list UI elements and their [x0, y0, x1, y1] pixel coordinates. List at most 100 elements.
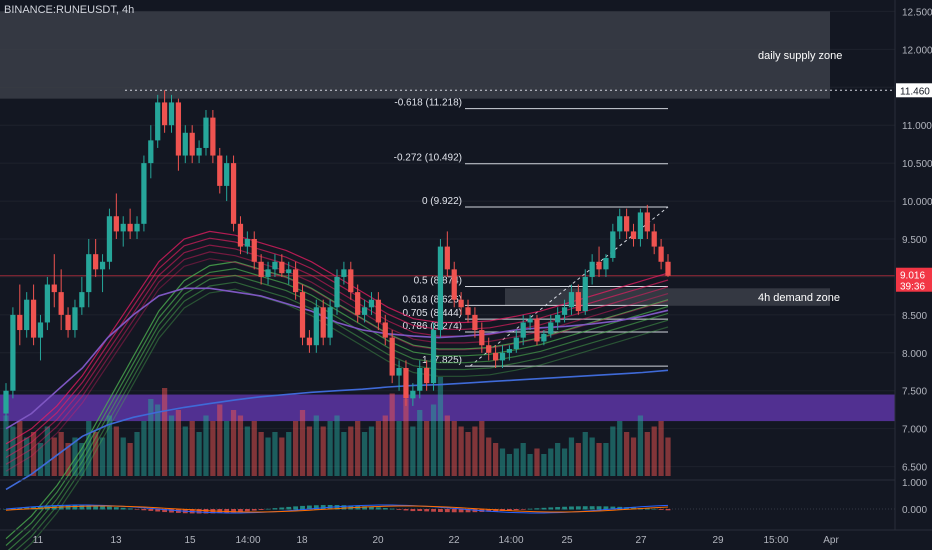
macd-tick-label: 0.000 [902, 505, 927, 516]
candle-body [327, 307, 333, 338]
candle [548, 314, 554, 338]
fib-label: -0.272 (10.492) [394, 153, 462, 164]
candle-body [210, 117, 216, 156]
candle-body [299, 292, 306, 338]
volume-bar [79, 443, 85, 476]
candle [451, 261, 457, 308]
candle-body [237, 223, 244, 247]
candle [424, 360, 430, 391]
candle [555, 307, 561, 331]
macd-bar [107, 506, 112, 510]
macd-bar [155, 509, 161, 512]
candle [561, 299, 568, 323]
volume-bar [444, 415, 450, 476]
candle [499, 345, 506, 368]
time-tick-label: Apr [823, 535, 839, 546]
candle [175, 98, 182, 171]
macd-bar [113, 507, 119, 510]
candle [148, 125, 154, 179]
fib-label: -0.618 (11.218) [394, 98, 462, 109]
candle-body [251, 239, 257, 262]
candle-body [320, 307, 326, 338]
macd-bar [569, 506, 574, 510]
volume-bar [458, 426, 464, 476]
candle [403, 360, 409, 406]
candle-body [10, 314, 16, 391]
price-tick-label: 9.500 [902, 235, 927, 246]
candle-body [72, 307, 78, 331]
volume-bar [437, 377, 444, 476]
level-marker-label: 11.460 [900, 86, 930, 97]
candle-body [30, 299, 37, 338]
macd-bar [458, 509, 464, 513]
volume-bar [424, 421, 430, 476]
candle-body [134, 223, 140, 232]
macd-bar [369, 506, 374, 510]
candle [196, 140, 202, 164]
level-marker-badge [896, 83, 932, 98]
macd-tick-label: 1.000 [902, 478, 927, 489]
volume-bar [341, 432, 347, 476]
candle-body [141, 163, 147, 224]
macd-bar [244, 509, 250, 512]
candle [637, 208, 644, 247]
candle-body [444, 246, 450, 270]
candle [244, 231, 250, 255]
candle [168, 94, 175, 133]
moving-average-line [5, 369, 669, 491]
price-tick-label: 7.500 [902, 387, 927, 398]
candle-body [506, 349, 513, 353]
macd-bar [465, 509, 471, 513]
candle-body [382, 322, 388, 338]
volume-bar [3, 415, 9, 476]
candle-body [120, 223, 126, 232]
candle [458, 292, 464, 315]
volume-bar [368, 426, 375, 476]
volume-bar [610, 426, 616, 476]
candle-body [437, 246, 444, 331]
macd-bar [224, 509, 230, 513]
candle [389, 330, 395, 384]
candle-body [499, 352, 506, 361]
candle [568, 284, 575, 315]
candle-body [203, 117, 209, 148]
candle-body [492, 352, 499, 361]
candle-body [106, 216, 113, 262]
macd-bar [341, 505, 347, 510]
candle [237, 216, 244, 255]
candle [651, 223, 657, 255]
volume-bar [410, 426, 416, 476]
price-tick-label: 8.000 [902, 349, 927, 360]
candle [410, 383, 416, 406]
candle [24, 292, 30, 338]
candle-body [368, 299, 375, 308]
candle [86, 239, 92, 308]
macd-bar [162, 509, 168, 513]
candle [596, 246, 602, 277]
volume-bar [182, 426, 188, 476]
candle-body [630, 231, 637, 239]
volume-bar [658, 421, 664, 476]
candle-body [451, 269, 457, 300]
volume-bar [630, 437, 637, 476]
macd-bar [424, 509, 430, 512]
macd-bar [238, 509, 243, 512]
volume-bar [203, 415, 209, 476]
volume-bar [375, 421, 381, 476]
candle-body [258, 261, 264, 277]
macd-bar [513, 509, 519, 511]
volume-bar [313, 415, 319, 476]
volume-bar [24, 437, 30, 476]
macd-bar [231, 509, 236, 513]
macd-bar [265, 508, 271, 510]
macd-bar [86, 505, 92, 510]
volume-bar [155, 404, 161, 476]
candle [58, 269, 64, 331]
candle [141, 155, 147, 232]
candle [368, 292, 375, 315]
candle [3, 383, 9, 422]
volume-bar [279, 437, 285, 476]
macd-bar [438, 509, 443, 512]
